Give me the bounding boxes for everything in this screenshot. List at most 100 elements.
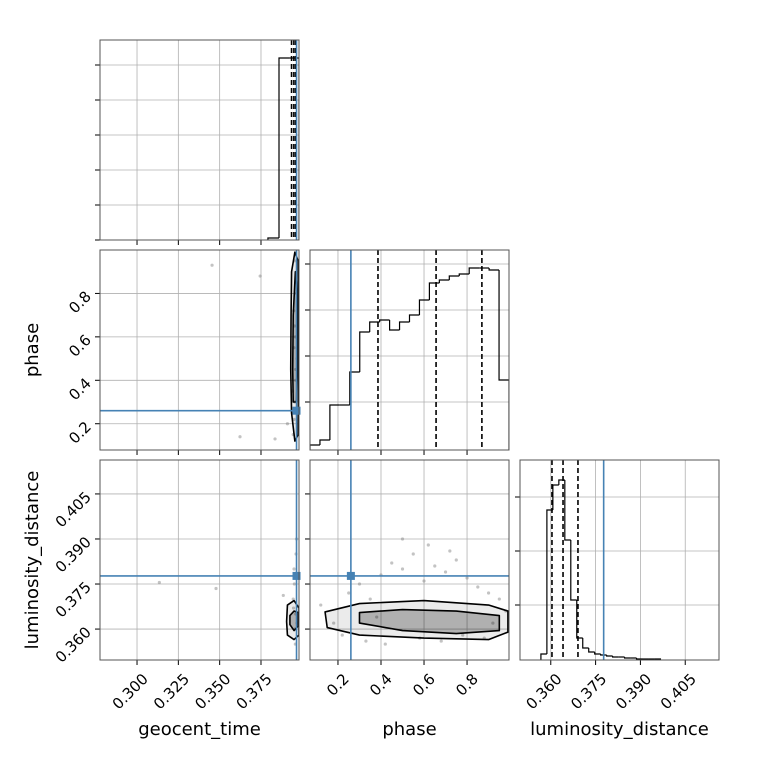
axes-frame	[309, 249, 510, 451]
histogram-bar	[564, 480, 571, 541]
plot-area	[310, 460, 509, 660]
histogram-bar	[540, 653, 547, 660]
x-tick-label: 0.4	[366, 670, 396, 700]
panel	[95, 39, 300, 245]
sample-point	[390, 561, 394, 565]
y-tick-label: 0.8	[65, 288, 95, 318]
histogram-bar	[408, 314, 420, 322]
sample-point	[368, 597, 372, 601]
histogram-bar	[576, 600, 583, 639]
plot-area	[267, 40, 299, 240]
x-tick-label: 0.405	[657, 670, 700, 713]
y-tick-label: 0.360	[52, 623, 95, 666]
histogram-bar	[289, 57, 299, 240]
sample-point	[448, 549, 452, 553]
x-tick-label: 0.300	[109, 670, 152, 713]
sample-point	[454, 558, 458, 562]
histogram-bar	[458, 273, 470, 276]
histogram-bar	[588, 648, 595, 653]
y-axis-label: phase	[22, 323, 43, 377]
x-tick-label: 0.6	[409, 670, 439, 700]
histogram-bar	[329, 404, 340, 440]
plot-area	[100, 250, 299, 450]
x-axis-label: phase	[382, 719, 436, 740]
histogram-bar	[398, 321, 410, 330]
truth-marker	[292, 406, 301, 415]
histogram-bar	[389, 320, 400, 331]
sample-point	[281, 593, 285, 598]
sample-point	[491, 621, 495, 625]
x-tick-label: 0.375	[567, 670, 610, 713]
sample-point	[292, 582, 296, 586]
histogram-bar	[448, 275, 460, 280]
sample-point	[285, 422, 290, 426]
panel: 0.3000.3250.3500.3750.3600.3750.3900.405…	[22, 459, 301, 740]
y-tick-label: 0.4	[65, 374, 95, 404]
sample-point	[273, 437, 277, 441]
sample-point	[497, 597, 501, 601]
sample-point	[400, 537, 405, 541]
truth-marker	[346, 571, 355, 580]
sample-point	[364, 639, 368, 643]
y-tick-label: 0.2	[65, 418, 95, 448]
histogram-bar	[558, 479, 565, 485]
truth-marker	[292, 571, 301, 580]
histogram-bar	[369, 321, 380, 332]
panel: 0.360 0.375 0.390 0.405 luminosity_distance	[515, 459, 720, 740]
sample-point	[291, 606, 296, 610]
histogram-bar	[438, 279, 450, 283]
sample-point	[439, 639, 443, 643]
panel	[305, 249, 510, 455]
histogram-bar	[552, 484, 559, 510]
sample-point	[258, 274, 262, 278]
axes-frame	[519, 459, 720, 661]
histogram-bar	[582, 638, 589, 649]
histogram-bar	[278, 57, 290, 238]
sample-point	[443, 570, 448, 574]
sample-point	[340, 633, 344, 637]
sample-point	[465, 576, 469, 580]
x-tick-label: 0.350	[191, 670, 234, 713]
histogram-bar	[498, 270, 509, 450]
sample-point	[461, 633, 465, 637]
sample-point	[238, 435, 242, 439]
sample-point	[210, 263, 214, 267]
x-tick-label: 0.325	[150, 670, 193, 713]
sample-point	[383, 642, 387, 646]
sample-point	[292, 417, 296, 421]
x-tick-label: 0.8	[452, 670, 482, 700]
sample-point	[319, 603, 323, 607]
x-axis-label: luminosity_distance	[530, 719, 709, 740]
sample-point	[332, 621, 336, 625]
histogram-bar	[379, 319, 390, 322]
histogram-bar	[349, 371, 360, 405]
sample-point	[422, 579, 426, 583]
panel: 0.2 0.4 0.6 0.8 phase	[305, 459, 510, 740]
x-axis-label: geocent_time	[138, 719, 261, 740]
histogram-bar	[319, 439, 330, 445]
histogram-bar	[310, 444, 320, 450]
x-tick-label: 0.360	[522, 670, 565, 713]
sample-point	[375, 615, 379, 619]
histogram-bar	[546, 509, 553, 654]
y-axis-label: luminosity_distance	[22, 471, 43, 650]
plot-area	[310, 250, 509, 450]
y-tick-label: 0.375	[52, 578, 95, 621]
histogram-bar	[594, 652, 601, 655]
histogram-bar	[606, 655, 613, 657]
axes-frame	[99, 39, 300, 241]
x-tick-label: 0.375	[233, 670, 276, 713]
y-tick-label: 0.6	[65, 331, 95, 361]
x-tick-label: 0.390	[612, 670, 655, 713]
panel: 0.2 0.4 0.6 0.8 phase	[22, 249, 301, 455]
histogram-bar	[267, 237, 280, 240]
histogram-bar	[488, 268, 500, 271]
y-tick-label: 0.405	[52, 488, 95, 531]
x-tick-label: 0.2	[323, 670, 353, 700]
sample-point	[292, 567, 296, 571]
histogram-bar	[428, 282, 440, 300]
y-tick-label: 0.390	[52, 533, 95, 576]
contour	[358, 608, 501, 635]
contour	[324, 599, 509, 641]
